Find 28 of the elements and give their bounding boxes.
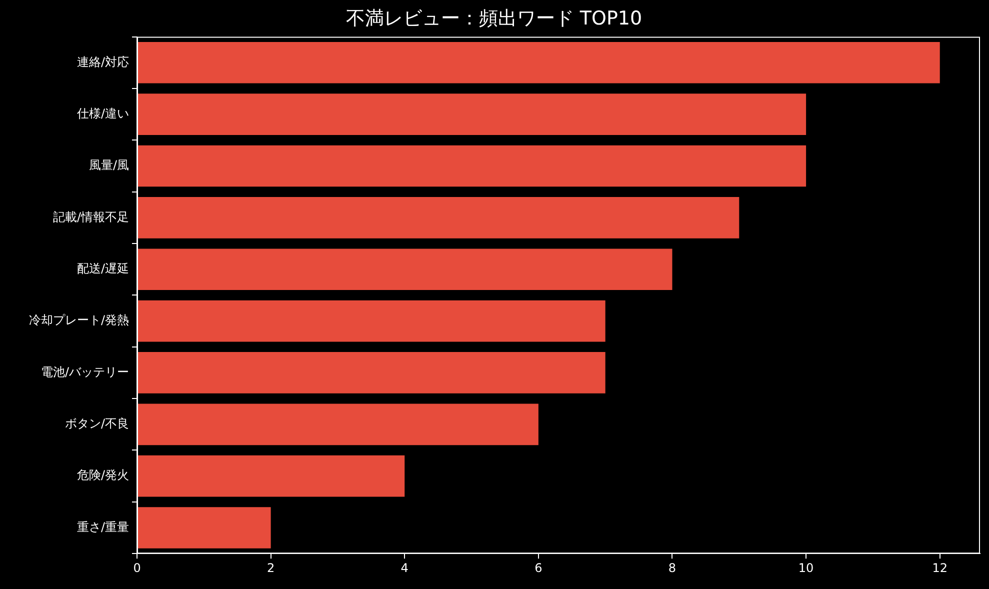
x-tick-label: 12	[932, 560, 948, 575]
y-tick-label: 連絡/対応	[76, 54, 129, 69]
bar	[138, 145, 806, 187]
bar	[138, 197, 740, 238]
x-tick-label: 10	[798, 560, 814, 575]
bar	[138, 42, 940, 84]
bar	[138, 404, 538, 446]
y-tick-label: 記載/情報不足	[52, 210, 129, 224]
bar	[138, 248, 672, 290]
y-tick-label: 冷却プレート/発熱	[28, 313, 129, 328]
bar	[138, 455, 405, 497]
x-tick-label: 8	[668, 560, 676, 575]
bar	[138, 94, 806, 135]
x-tick-label: 4	[400, 560, 408, 575]
y-tick-label: 危険/発火	[76, 468, 129, 482]
bar	[138, 300, 606, 342]
x-tick-label: 0	[133, 560, 141, 575]
y-tick-label: 風量/風	[88, 158, 129, 172]
bar	[138, 352, 606, 394]
y-tick-label: 重さ/重量	[76, 520, 129, 534]
chart-title: 不満レビュー：頻出ワード TOP10	[346, 7, 642, 30]
bar	[138, 507, 271, 548]
x-tick-label: 6	[534, 560, 542, 575]
y-tick-label: 仕様/違い	[76, 106, 129, 120]
y-tick-label: ボタン/不良	[64, 416, 129, 431]
y-tick-label: 配送/遅延	[76, 261, 129, 276]
y-tick-label: 電池/バッテリー	[40, 364, 129, 379]
x-tick-label: 2	[266, 560, 275, 575]
